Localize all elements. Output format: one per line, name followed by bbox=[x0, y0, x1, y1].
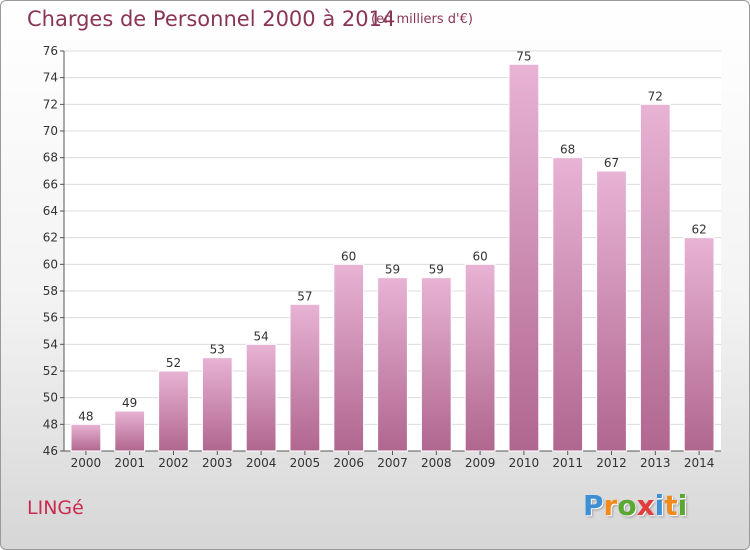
brand-letter: t bbox=[664, 489, 678, 522]
brand-letter: i bbox=[654, 489, 665, 522]
bar bbox=[201, 357, 233, 452]
x-tick-label: 2008 bbox=[421, 456, 452, 470]
y-tick-label: 72 bbox=[43, 97, 58, 111]
bar bbox=[596, 170, 627, 452]
y-tick-label: 74 bbox=[43, 71, 58, 85]
x-tick-label: 2000 bbox=[71, 456, 102, 470]
x-tick-label: 2010 bbox=[509, 456, 540, 470]
bar-value-label: 57 bbox=[297, 289, 312, 303]
x-tick-label: 2011 bbox=[552, 456, 583, 470]
bar-value-label: 60 bbox=[341, 249, 356, 263]
bar bbox=[639, 103, 671, 452]
commune-name: LINGé bbox=[27, 497, 84, 519]
y-tick-label: 56 bbox=[43, 311, 58, 325]
y-tick-label: 62 bbox=[43, 231, 58, 245]
y-tick-label: 50 bbox=[43, 391, 58, 405]
y-tick-label: 76 bbox=[43, 44, 58, 58]
bar-value-label: 49 bbox=[122, 396, 137, 410]
bar-value-label: 54 bbox=[253, 329, 268, 343]
bar bbox=[70, 423, 102, 452]
y-tick-label: 46 bbox=[43, 444, 58, 458]
bar-value-label: 67 bbox=[604, 156, 619, 170]
bar-value-label: 75 bbox=[516, 49, 531, 63]
bar bbox=[377, 277, 408, 452]
bar-value-label: 68 bbox=[560, 143, 575, 157]
chart-unit-note: (en milliers d'€) bbox=[371, 12, 473, 27]
x-tick-label: 2007 bbox=[377, 456, 408, 470]
bar bbox=[158, 370, 189, 452]
y-tick-label: 66 bbox=[43, 177, 58, 191]
bar-value-label: 62 bbox=[691, 223, 706, 237]
bar bbox=[683, 237, 715, 452]
bar-value-label: 52 bbox=[166, 356, 181, 370]
x-tick-label: 2012 bbox=[596, 456, 627, 470]
x-tick-label: 2004 bbox=[246, 456, 277, 470]
y-tick-label: 48 bbox=[43, 417, 58, 431]
bar bbox=[333, 263, 365, 452]
bar bbox=[289, 303, 321, 452]
bar-value-label: 59 bbox=[385, 263, 400, 277]
bar bbox=[420, 277, 452, 452]
bar-value-label: 48 bbox=[78, 409, 93, 423]
bar-value-label: 60 bbox=[472, 249, 487, 263]
y-tick-label: 60 bbox=[43, 257, 58, 271]
brand-letter: r bbox=[603, 489, 618, 522]
proxiti-logo[interactable]: Proxiti bbox=[583, 489, 687, 522]
x-tick-label: 2003 bbox=[202, 456, 233, 470]
x-tick-label: 2001 bbox=[114, 456, 145, 470]
brand-letter: i bbox=[677, 489, 688, 522]
y-tick-label: 64 bbox=[43, 204, 58, 218]
x-tick-label: 2013 bbox=[640, 456, 671, 470]
bar bbox=[464, 263, 496, 452]
bar-value-label: 59 bbox=[429, 263, 444, 277]
x-tick-label: 2002 bbox=[158, 456, 189, 470]
bar-value-label: 53 bbox=[210, 343, 225, 357]
y-tick-label: 70 bbox=[43, 124, 58, 138]
x-tick-label: 2014 bbox=[684, 456, 715, 470]
bar bbox=[114, 410, 146, 452]
x-tick-label: 2006 bbox=[333, 456, 364, 470]
bar bbox=[552, 157, 584, 452]
brand-letter: x bbox=[636, 489, 655, 522]
x-tick-label: 2005 bbox=[290, 456, 321, 470]
brand-letter: P bbox=[583, 489, 604, 522]
chart-title: Charges de Personnel 2000 à 2014 bbox=[27, 7, 396, 31]
y-tick-label: 68 bbox=[43, 151, 58, 165]
bar bbox=[508, 63, 540, 452]
y-tick-label: 54 bbox=[43, 337, 58, 351]
y-tick-label: 58 bbox=[43, 284, 58, 298]
y-tick-label: 52 bbox=[43, 364, 58, 378]
brand-letter: o bbox=[617, 489, 637, 522]
bar-value-label: 72 bbox=[648, 89, 663, 103]
bar bbox=[245, 343, 277, 452]
x-tick-label: 2009 bbox=[465, 456, 496, 470]
